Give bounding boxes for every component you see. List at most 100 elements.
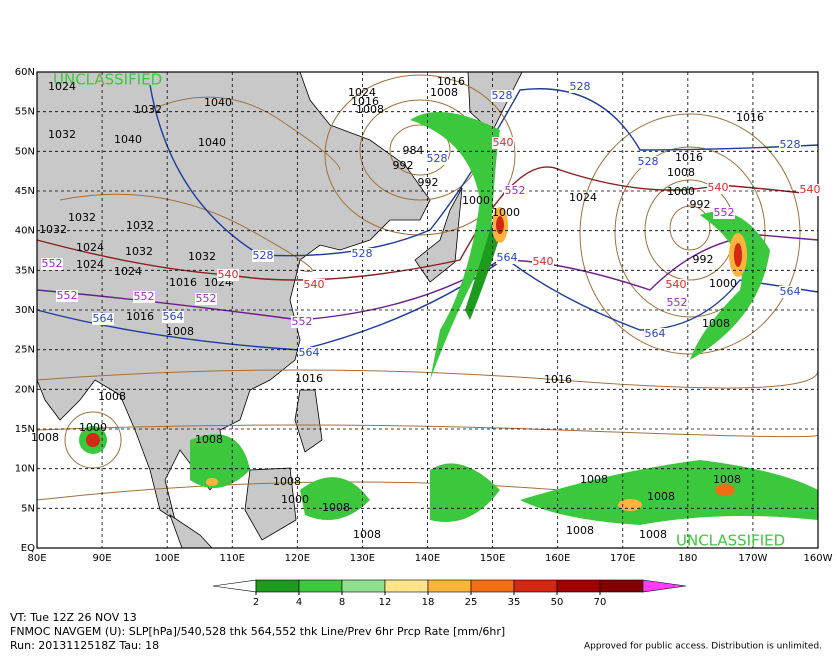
slp-label: 1032 (126, 219, 154, 232)
thickness-label-bg (252, 250, 274, 262)
thickness-label-bg (779, 139, 801, 151)
colorbar-tick-label: 18 (422, 597, 435, 608)
thickness-label-bg (351, 248, 373, 260)
thickness-label: 552 (714, 206, 735, 219)
slp-label: 1016 (295, 372, 323, 385)
lat-label: 20N (15, 384, 35, 395)
slp-label: 992 (418, 176, 439, 189)
slp-label: 1016 (437, 75, 465, 88)
thickness-label: 528 (492, 89, 513, 102)
slp-label: 1024 (76, 258, 104, 271)
colorbar-tick-label: 70 (594, 597, 607, 608)
lon-label: 100E (154, 553, 179, 564)
run-info: Run: 2013112518Z Tau: 18 (10, 639, 159, 652)
slp-label: 1008 (713, 473, 741, 486)
slp-label: 1016 (675, 151, 703, 164)
slp-label: 1008 (639, 528, 667, 541)
thickness-label-bg (532, 256, 554, 268)
colorbar-tick-label: 8 (339, 597, 345, 608)
slp-label: 1040 (204, 96, 232, 109)
slp-label: 1016 (126, 310, 154, 323)
thickness-label: 528 (638, 155, 659, 168)
slp-label: 1008 (31, 431, 59, 444)
thickness-label-bg (162, 311, 184, 323)
lat-label: 5N (21, 503, 35, 514)
slp-label: 1032 (48, 128, 76, 141)
lat-label: 15N (15, 424, 35, 435)
colorbar-segment (427, 579, 472, 593)
colorbar-segment (642, 579, 687, 593)
lon-label: 140E (415, 553, 440, 564)
thickness-label-bg (426, 153, 448, 165)
slp-label: 1032 (134, 103, 162, 116)
thickness-label: 564 (93, 312, 114, 325)
thickness-label-bg (303, 279, 325, 291)
slp-label: 1000 (667, 185, 695, 198)
slp-label: 1008 (322, 501, 350, 514)
thickness-label-bg (491, 90, 513, 102)
lat-label: 60N (15, 67, 35, 78)
lat-label: 50N (15, 146, 35, 157)
thickness-label: 528 (780, 138, 801, 151)
thickness-label-bg (569, 81, 591, 93)
lon-label: 170W (738, 553, 767, 564)
thickness-label-bg (644, 328, 666, 340)
lat-label: 55N (15, 107, 35, 118)
thickness-label-bg (496, 252, 518, 264)
thickness-label-bg (298, 347, 320, 359)
lat-label: 35N (15, 265, 35, 276)
map-frame (36, 71, 819, 549)
slp-label: 1008 (702, 317, 730, 330)
thickness-label: 540 (533, 255, 554, 268)
lon-label: 150E (480, 553, 505, 564)
slp-label: 1040 (198, 136, 226, 149)
colorbar-segment (470, 579, 515, 593)
lon-label: 180 (678, 553, 697, 564)
thickness-label-bg (133, 291, 155, 303)
slp-label: 1016 (169, 276, 197, 289)
colorbar-segment (212, 579, 257, 593)
slp-label: 1032 (68, 211, 96, 224)
thickness-label: 540 (800, 183, 821, 196)
precipitation (79, 112, 818, 525)
thickness-label-bg (666, 297, 688, 309)
thickness-label: 528 (352, 247, 373, 260)
slp-label: 1024 (114, 265, 142, 278)
slp-label: 992 (690, 198, 711, 211)
thickness-label-bg (195, 293, 217, 305)
lon-label: 160W (804, 553, 833, 564)
lon-label: 80E (27, 553, 46, 564)
slp-label: 1032 (188, 250, 216, 263)
colorbar-segment (298, 579, 343, 593)
slp-label: 1000 (79, 421, 107, 434)
colorbar-tick-label: 25 (465, 597, 478, 608)
slp-label: 1024 (76, 241, 104, 254)
thickness-label: 552 (196, 292, 217, 305)
slp-label: 1024 (48, 80, 76, 93)
thickness-label: 528 (427, 152, 448, 165)
slp-label: 1000 (462, 194, 490, 207)
colorbar-tick-label: 50 (551, 597, 564, 608)
thickness-label: 564 (299, 346, 320, 359)
description: FNMOC NAVGEM (U): SLP[hPa]/540,528 thk 5… (10, 625, 505, 638)
lon-label: 90E (93, 553, 112, 564)
colorbar-tick-label: 12 (379, 597, 392, 608)
thickness-label-bg (504, 185, 526, 197)
lat-label: 30N (15, 305, 35, 316)
slp-label: 1008 (353, 528, 381, 541)
thickness-label: 540 (666, 278, 687, 291)
slp-label: 992 (693, 253, 714, 266)
notice: Approved for public access. Distribution… (584, 642, 822, 652)
thickness-label: 528 (570, 80, 591, 93)
slp-label: 1016 (544, 373, 572, 386)
slp-label: 1016 (736, 111, 764, 124)
lat-label: 10N (15, 464, 35, 475)
classification-bottom: UNCLASSIFIED (676, 532, 785, 550)
thickness-label-bg (41, 258, 63, 270)
thickness-label: 564 (780, 285, 801, 298)
thickness-label: 564 (497, 251, 518, 264)
slp-label: 1008 (356, 103, 384, 116)
colorbar-segment (255, 579, 300, 593)
thickness-label-bg (665, 279, 687, 291)
